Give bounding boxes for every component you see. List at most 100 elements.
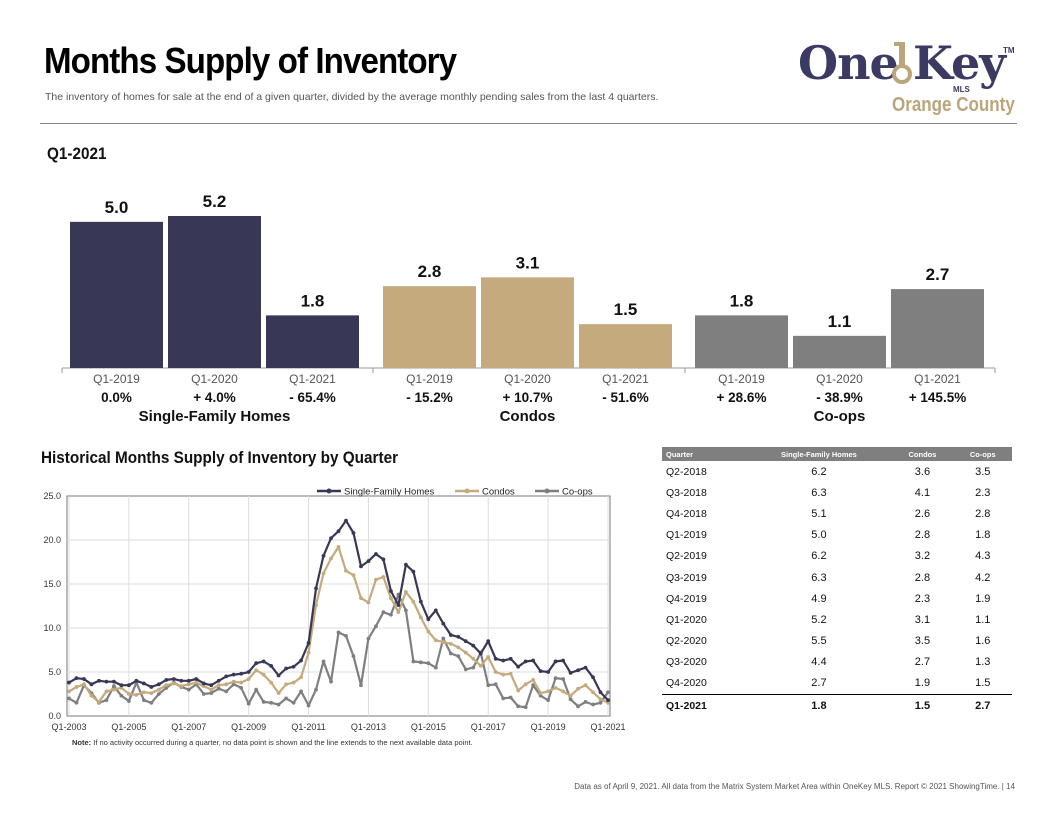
data-point — [426, 629, 431, 634]
data-point — [239, 680, 244, 685]
data-point — [576, 704, 580, 709]
data-point — [523, 705, 528, 710]
data-point — [433, 608, 438, 613]
data-point — [583, 683, 588, 688]
data-point — [456, 645, 461, 650]
page-title: Months Supply of Inventory — [44, 40, 457, 81]
table-cell-value: 1.1 — [975, 613, 991, 626]
data-point — [471, 665, 476, 670]
data-point — [186, 678, 191, 683]
data-point — [261, 672, 266, 677]
table-cell-value: 2.7 — [953, 694, 1012, 717]
data-point — [314, 687, 318, 692]
data-point — [531, 683, 536, 688]
data-point — [216, 683, 221, 688]
data-point — [246, 701, 251, 706]
table-header-sfh: Single-Family Homes — [746, 447, 892, 461]
data-point — [553, 685, 558, 690]
data-point — [508, 671, 513, 676]
data-point — [276, 691, 281, 696]
data-point — [546, 689, 551, 694]
bar-category-label: Q1-2021 — [914, 372, 961, 386]
table-cell-quarter: Q3-2020 — [666, 656, 707, 669]
bar-category-label: Q1-2020 — [191, 372, 238, 386]
data-point — [441, 640, 446, 644]
bar-category-label: Q1-2019 — [93, 372, 140, 386]
data-point — [126, 692, 131, 696]
data-point — [411, 599, 416, 604]
data-point — [224, 689, 229, 694]
data-point — [366, 636, 371, 641]
table-cell-value: 6.3 — [811, 571, 827, 584]
bar — [383, 286, 476, 368]
table-cell-value: 6.3 — [811, 486, 827, 499]
data-point — [553, 676, 558, 681]
table-header-row: Quarter Single-Family Homes Condos Co-op… — [662, 447, 1012, 461]
table-cell-value: 3.2 — [914, 550, 931, 563]
bar-category-label: Q1-2021 — [602, 372, 649, 386]
data-point — [239, 685, 244, 690]
header-divider — [40, 123, 1017, 124]
data-point — [291, 664, 296, 669]
table-row: Q4-2019 4.9 2.3 1.9 — [662, 588, 1012, 609]
data-point — [276, 702, 281, 707]
data-point — [598, 697, 603, 702]
data-point — [418, 615, 423, 620]
table-cell-value: 3.1 — [914, 613, 931, 626]
y-tick-label: 10.0 — [43, 623, 61, 633]
data-point — [561, 689, 565, 694]
data-point — [119, 683, 124, 688]
data-point — [411, 659, 416, 664]
data-point — [306, 641, 311, 645]
data-point — [126, 683, 131, 688]
data-point — [67, 689, 71, 694]
table-cell-quarter: Q2-2018 — [666, 465, 707, 478]
bar-group-label: Co-ops — [814, 408, 866, 425]
table-cell-value: 4.9 — [811, 592, 827, 605]
table-cell-value: 2.3 — [914, 592, 931, 605]
data-point — [501, 672, 506, 677]
data-point — [141, 681, 146, 686]
table-cell-quarter: Q4-2020 — [666, 677, 707, 690]
data-point — [291, 700, 296, 705]
data-point — [216, 678, 221, 683]
y-tick-label: 20.0 — [43, 535, 61, 545]
data-point — [74, 685, 79, 689]
legend-marker — [326, 488, 332, 494]
data-point — [269, 663, 274, 668]
data-point — [366, 559, 371, 564]
data-point — [261, 659, 266, 664]
data-point — [598, 700, 603, 705]
data-point — [201, 692, 206, 696]
data-point — [336, 545, 341, 549]
table-row: Q3-2019 6.3 2.8 4.2 — [662, 567, 1012, 588]
data-point — [471, 643, 476, 648]
data-point — [516, 664, 521, 669]
data-point — [134, 692, 139, 697]
data-point — [546, 670, 551, 674]
note-text: If no activity occurred during a quarter… — [91, 738, 473, 747]
table-cell-quarter: Q1-2021 — [662, 694, 747, 717]
page-subtitle: The inventory of homes for sale at the e… — [45, 91, 659, 103]
data-point — [516, 688, 521, 693]
data-point — [381, 610, 386, 615]
data-point — [456, 654, 461, 659]
data-point — [104, 698, 109, 703]
data-point — [381, 557, 386, 562]
data-point — [179, 678, 184, 683]
data-point — [606, 690, 610, 695]
x-tick-label: Q1-2013 — [351, 722, 386, 732]
x-tick-label: Q1-2021 — [590, 722, 625, 732]
bar-change-label: - 65.4% — [289, 390, 336, 405]
bar-category-label: Q1-2019 — [718, 372, 765, 386]
data-point — [119, 693, 124, 698]
data-point — [171, 677, 176, 681]
data-point — [224, 682, 229, 687]
data-point — [441, 621, 446, 626]
data-point — [141, 698, 146, 703]
table-row: Q3-2018 6.3 4.1 2.3 — [662, 482, 1012, 503]
x-tick-label: Q1-2009 — [231, 722, 266, 732]
bar-group-label: Condos — [500, 408, 556, 425]
table-header-condos: Condos — [891, 447, 954, 461]
data-point — [201, 684, 206, 688]
